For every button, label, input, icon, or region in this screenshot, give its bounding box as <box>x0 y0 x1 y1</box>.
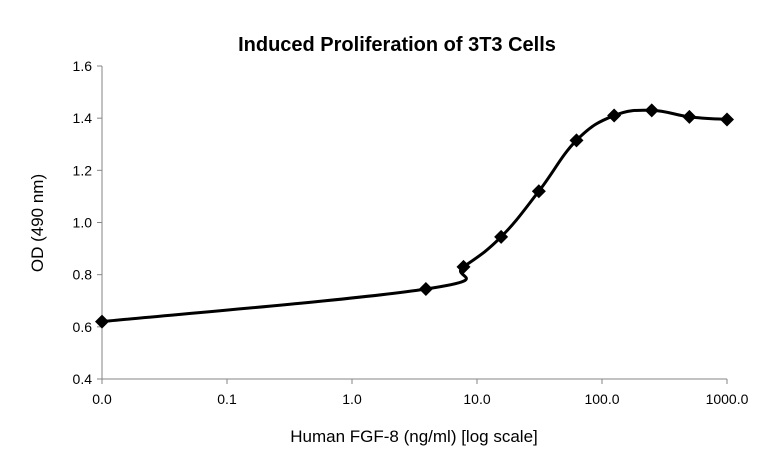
chart-title: Induced Proliferation of 3T3 Cells <box>238 34 556 56</box>
y-tick-label: 1.6 <box>73 58 93 74</box>
data-point <box>644 103 659 118</box>
x-axis-title: Human FGF-8 (ng/ml) [log scale] <box>290 427 538 446</box>
y-tick-label: 0.8 <box>73 267 93 283</box>
data-point <box>720 112 734 127</box>
y-tick-label: 1.2 <box>73 162 93 178</box>
y-axis-ticks: 0.4 0.6 0.8 1.0 1.2 1.4 1.6 <box>73 58 102 387</box>
x-tick-label: 10.0 <box>463 391 490 407</box>
x-tick-label: 0.1 <box>217 391 237 407</box>
plot-area <box>95 103 734 329</box>
y-tick-label: 1.0 <box>73 215 93 231</box>
y-tick-label: 0.6 <box>73 319 93 335</box>
y-tick-label: 0.4 <box>73 371 93 387</box>
data-point <box>418 282 433 297</box>
x-axis-ticks: 0.0 0.1 1.0 10.0 100.0 1000.0 <box>92 379 749 407</box>
x-tick-label: 1.0 <box>342 391 362 407</box>
data-point <box>494 229 509 244</box>
data-point <box>95 314 109 329</box>
data-point <box>456 259 471 274</box>
data-point <box>607 108 622 123</box>
y-tick-label: 1.4 <box>73 110 93 126</box>
x-tick-label: 0.0 <box>92 391 112 407</box>
data-point <box>569 133 584 148</box>
y-axis-title: OD (490 nm) <box>28 174 47 272</box>
x-tick-label: 1000.0 <box>706 391 749 407</box>
series-line <box>101 108 728 324</box>
data-point <box>531 184 546 199</box>
data-point <box>682 109 697 124</box>
x-tick-label: 100.0 <box>584 391 619 407</box>
